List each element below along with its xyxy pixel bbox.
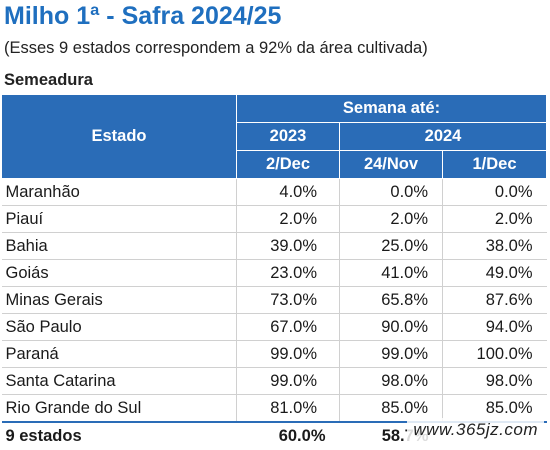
cell-estado: Minas Gerais — [1, 286, 237, 314]
header-date-2: 24/Nov — [339, 150, 443, 179]
table-row: Maranhão 4.0% 0.0% 0.0% — [1, 178, 547, 206]
table-row: Paraná 99.0% 99.0% 100.0% — [1, 340, 547, 368]
table-row: São Paulo 67.0% 90.0% 94.0% — [1, 313, 547, 341]
total-2023: 60.0% — [236, 421, 340, 450]
cell-1dec: 98.0% — [442, 367, 547, 395]
cell-estado: Maranhão — [1, 178, 237, 206]
table-header: Estado Semana até: 2023 2024 2/Dec 24/No… — [1, 94, 548, 179]
total-label: 9 estados — [1, 421, 237, 450]
cell-1dec: 2.0% — [442, 205, 547, 233]
table-row: Piauí 2.0% 2.0% 2.0% — [1, 205, 547, 233]
header-date-3: 1/Dec — [441, 150, 548, 179]
page-title: Milho 1ª - Safra 2024/25 — [4, 2, 282, 30]
cell-1dec: 100.0% — [442, 340, 547, 368]
cell-1dec: 94.0% — [442, 313, 547, 341]
cell-24nov: 98.0% — [339, 367, 443, 395]
cell-24nov: 41.0% — [339, 259, 443, 287]
cell-estado: Santa Catarina — [1, 367, 237, 395]
cell-24nov: 99.0% — [339, 340, 443, 368]
cell-estado: Rio Grande do Sul — [1, 394, 237, 423]
table-row: Goiás 23.0% 41.0% 49.0% — [1, 259, 547, 287]
cell-24nov: 25.0% — [339, 232, 443, 260]
cell-estado: São Paulo — [1, 313, 237, 341]
header-date-1: 2/Dec — [236, 150, 340, 179]
header-year-2024: 2024 — [338, 122, 548, 151]
cell-2023: 4.0% — [236, 178, 340, 206]
table-row: Bahia 39.0% 25.0% 38.0% — [1, 232, 547, 260]
cell-2023: 73.0% — [236, 286, 340, 314]
cell-24nov: 90.0% — [339, 313, 443, 341]
cell-1dec: 38.0% — [442, 232, 547, 260]
cell-2023: 67.0% — [236, 313, 340, 341]
table-row: Minas Gerais 73.0% 65.8% 87.6% — [1, 286, 547, 314]
cell-24nov: 0.0% — [339, 178, 443, 206]
watermark: www.365jz.com — [407, 418, 544, 442]
cell-1dec: 0.0% — [442, 178, 547, 206]
header-estado: Estado — [1, 94, 237, 179]
cell-24nov: 2.0% — [339, 205, 443, 233]
cell-2023: 23.0% — [236, 259, 340, 287]
cell-estado: Bahia — [1, 232, 237, 260]
cell-2023: 2.0% — [236, 205, 340, 233]
cell-estado: Goiás — [1, 259, 237, 287]
cell-2023: 99.0% — [236, 340, 340, 368]
cell-24nov: 65.8% — [339, 286, 443, 314]
header-year-2023: 2023 — [236, 122, 340, 151]
header-semana: Semana até: — [235, 94, 548, 123]
section-heading: Semeadura — [4, 71, 93, 89]
page-subtitle: (Esses 9 estados correspondem a 92% da á… — [4, 39, 428, 57]
cell-2023: 39.0% — [236, 232, 340, 260]
cell-estado: Paraná — [1, 340, 237, 368]
cell-1dec: 87.6% — [442, 286, 547, 314]
table-row: Santa Catarina 99.0% 98.0% 98.0% — [1, 367, 547, 395]
cell-estado: Piauí — [1, 205, 237, 233]
cell-2023: 81.0% — [236, 394, 340, 423]
cell-1dec: 49.0% — [442, 259, 547, 287]
cell-2023: 99.0% — [236, 367, 340, 395]
sowing-progress-table: Estado Semana até: 2023 2024 2/Dec 24/No… — [1, 94, 548, 450]
table-body: Maranhão 4.0% 0.0% 0.0% Piauí 2.0% 2.0% … — [1, 178, 547, 423]
